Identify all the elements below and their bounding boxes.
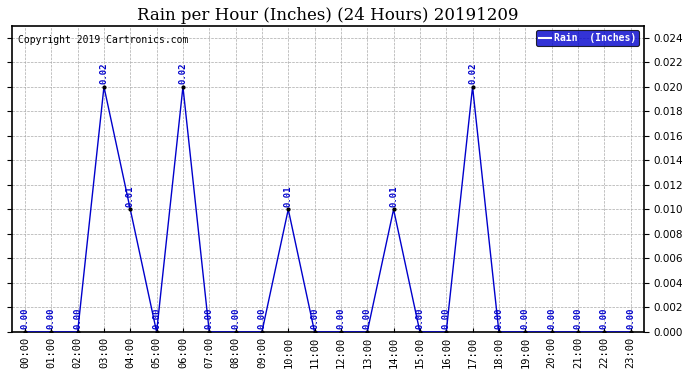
Text: 0.00: 0.00 xyxy=(152,308,161,329)
Text: 0.00: 0.00 xyxy=(310,308,319,329)
Text: 0.00: 0.00 xyxy=(231,308,240,329)
Text: 0.00: 0.00 xyxy=(495,308,504,329)
Text: 0.01: 0.01 xyxy=(126,185,135,207)
Text: 0.00: 0.00 xyxy=(73,308,82,329)
Text: 0.00: 0.00 xyxy=(21,308,30,329)
Text: 0.00: 0.00 xyxy=(626,308,635,329)
Text: 0.00: 0.00 xyxy=(521,308,530,329)
Text: 0.00: 0.00 xyxy=(600,308,609,329)
Text: 0.00: 0.00 xyxy=(442,308,451,329)
Text: 0.02: 0.02 xyxy=(179,63,188,84)
Text: 0.01: 0.01 xyxy=(284,185,293,207)
Text: 0.00: 0.00 xyxy=(415,308,424,329)
Text: 0.00: 0.00 xyxy=(205,308,214,329)
Legend: Rain  (Inches): Rain (Inches) xyxy=(536,30,639,46)
Text: 0.00: 0.00 xyxy=(363,308,372,329)
Text: 0.02: 0.02 xyxy=(99,63,108,84)
Text: 0.02: 0.02 xyxy=(468,63,477,84)
Text: 0.01: 0.01 xyxy=(389,185,398,207)
Text: 0.00: 0.00 xyxy=(257,308,266,329)
Title: Rain per Hour (Inches) (24 Hours) 20191209: Rain per Hour (Inches) (24 Hours) 201912… xyxy=(137,7,518,24)
Text: 0.00: 0.00 xyxy=(573,308,582,329)
Text: 0.00: 0.00 xyxy=(547,308,556,329)
Text: Copyright 2019 Cartronics.com: Copyright 2019 Cartronics.com xyxy=(18,35,188,45)
Text: 0.00: 0.00 xyxy=(47,308,56,329)
Text: 0.00: 0.00 xyxy=(337,308,346,329)
